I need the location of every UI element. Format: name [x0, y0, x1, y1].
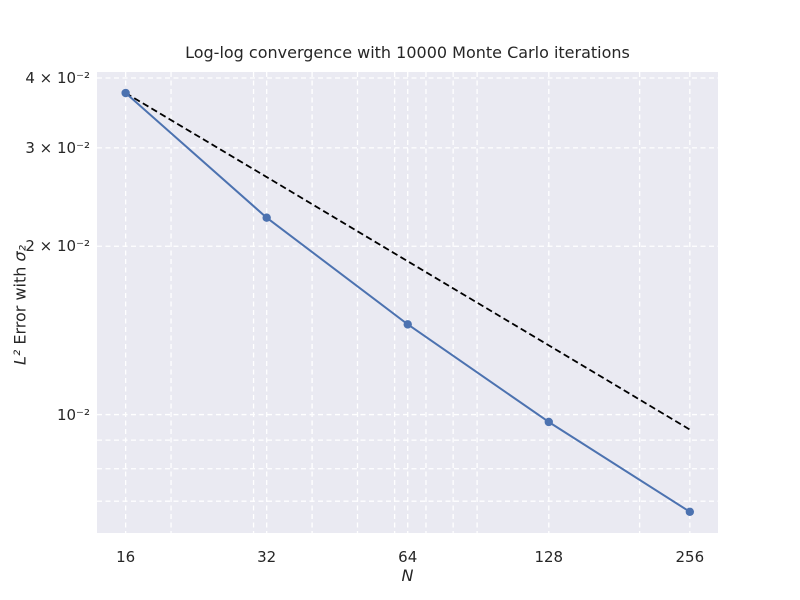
chart-canvas [97, 72, 718, 533]
y-tick-label: 10⁻² [56, 405, 90, 424]
data-point-marker [121, 88, 130, 98]
data-point-marker [262, 213, 271, 222]
data-point-marker [403, 320, 412, 329]
x-tick-label: 128 [534, 548, 564, 566]
x-tick-label: 64 [398, 548, 418, 566]
y-tick-label: 2 × 10⁻² [25, 237, 90, 256]
x-tick-label: 16 [116, 548, 136, 566]
x-tick-label: 32 [257, 548, 277, 566]
data-point-marker [544, 417, 553, 427]
chart-title: Log-log convergence with 10000 Monte Car… [185, 43, 630, 62]
y-axis-label-text: Error with [10, 261, 30, 350]
y-tick-label: 4 × 10⁻² [25, 68, 90, 87]
y-tick-label: 3 × 10⁻² [25, 138, 90, 157]
plot-area [97, 72, 718, 533]
x-tick-label: 256 [675, 548, 705, 566]
x-axis-label: N [401, 566, 414, 585]
data-point-marker [685, 507, 695, 517]
y-axis-label-math-l2: L² [10, 349, 30, 366]
y-axis-label: L² Error with σ₂ [11, 245, 30, 365]
